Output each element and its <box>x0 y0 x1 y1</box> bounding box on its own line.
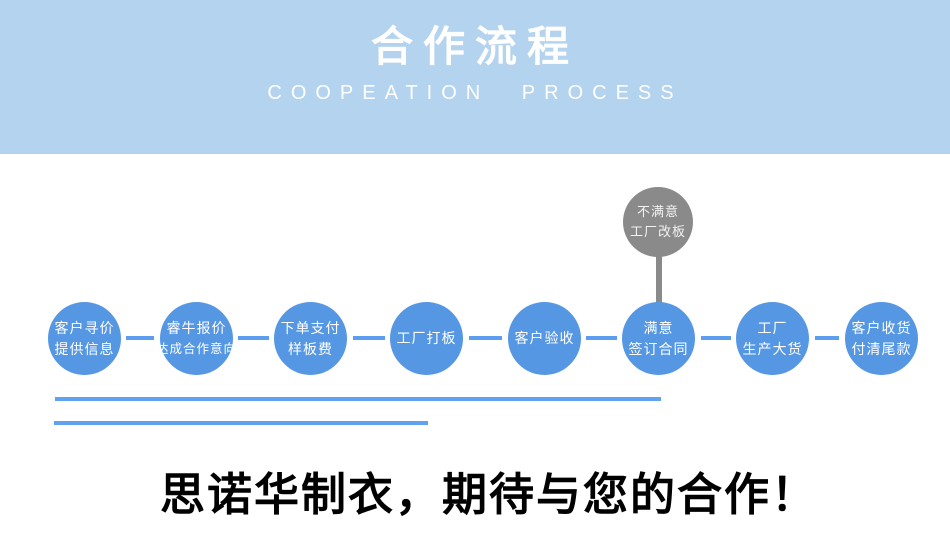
step-circle-8: 客户收货 付清尾款 <box>845 302 918 375</box>
step-6-line2: 签订合同 <box>628 340 689 357</box>
step-6-line1: 满意 <box>643 319 674 336</box>
decor-underline-2 <box>54 421 428 425</box>
step-3-line1: 下单支付 <box>280 319 341 336</box>
step-3-line2: 样板费 <box>288 340 333 357</box>
rework-label-line1: 不满意 <box>636 204 679 219</box>
connector-line-2 <box>238 336 269 340</box>
connector-line-3 <box>353 336 385 340</box>
step-8-line2: 付清尾款 <box>851 340 912 357</box>
step-circle-7: 工厂 生产大货 <box>736 302 809 375</box>
step-7-line2: 生产大货 <box>742 340 803 357</box>
step-circle-2: 睿牛报价 达成合作意向 <box>156 302 236 375</box>
step-1-line2: 提供信息 <box>54 340 115 357</box>
step-1-line1: 客户寻价 <box>54 319 115 336</box>
page-subtitle: COOPEATION PROCESS <box>267 82 683 104</box>
connector-line-4 <box>469 336 502 340</box>
step-circle-5: 客户验收 <box>508 302 581 375</box>
rework-label-line2: 工厂改板 <box>629 224 686 239</box>
step-circle-rework: 不满意 工厂改板 <box>623 187 693 257</box>
connector-line-1 <box>126 336 154 340</box>
decor-underline-1 <box>55 397 661 401</box>
step-8-line1: 客户收货 <box>851 319 912 336</box>
connector-line-5 <box>586 336 617 340</box>
connector-line-7 <box>815 336 839 340</box>
footer-tagline: 思诺华制衣，期待与您的合作！ <box>159 468 818 521</box>
step-circle-1: 客户寻价 提供信息 <box>48 302 121 375</box>
step-7-line1: 工厂 <box>757 319 788 336</box>
step-circle-3: 下单支付 样板费 <box>274 302 347 375</box>
step-circle-4: 工厂打板 <box>390 302 463 375</box>
rework-connector-line <box>656 254 662 304</box>
step-4-line1: 工厂打板 <box>396 330 457 346</box>
step-5-line1: 客户验收 <box>514 330 575 346</box>
step-2-line2: 达成合作意向 <box>156 341 238 356</box>
header-banner: 合作流程 COOPEATION PROCESS <box>0 0 950 154</box>
connector-line-6 <box>701 336 731 340</box>
step-circle-6: 满意 签订合同 <box>622 302 695 375</box>
step-2-line1: 睿牛报价 <box>166 319 227 336</box>
page-title: 合作流程 <box>370 23 579 70</box>
